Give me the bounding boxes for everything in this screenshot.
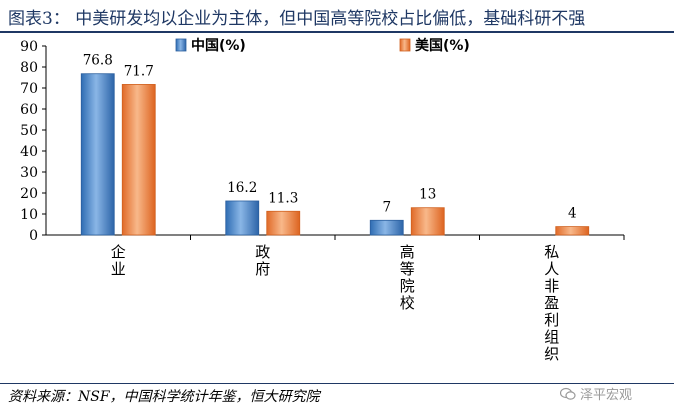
y-tick-label: 40 [20,144,38,160]
legend-swatch [399,38,411,52]
footer-divider [0,383,674,384]
title-divider [0,31,674,33]
data-label: 71.7 [124,63,154,79]
data-label: 16.2 [227,180,257,196]
y-tick-label: 30 [20,165,38,181]
y-tick-label: 60 [20,102,38,118]
x-tick-label: 高等院校 [400,243,415,312]
data-label: 11.3 [268,190,298,206]
watermark: 泽平宏观 [560,384,632,403]
source-note: 资料来源：NSF，中国科学统计年鉴，恒大研究院 [8,389,320,405]
y-tick-label: 90 [20,39,38,55]
chart-title: 图表3： 中美研发均以企业为主体，但中国高等院校占比偏低，基础科研不强 [8,9,586,29]
y-tick-label: 70 [20,81,38,97]
data-label: 7 [382,199,391,215]
x-tick-label: 企业 [111,243,126,278]
bar-china [225,200,260,236]
bar-usa [410,207,445,236]
bar-chart: 0 10 20 30 40 50 60 70 80 90 企业 政府 高等院校 私人非盈利组织 76.8 7… [20,37,625,363]
bar-usa [555,226,590,236]
watermark-text: 泽平宏观 [580,388,633,403]
bar-china [80,73,115,236]
y-tick-label: 50 [20,123,38,139]
bar-usa [266,210,301,236]
data-label: 4 [568,206,577,222]
y-tick-label: 80 [20,60,38,76]
legend-swatch [175,38,187,52]
x-tick-label: 政府 [255,243,270,278]
bar-china [369,219,404,236]
legend-item: 美国(%) [399,37,470,54]
y-tick-label: 0 [29,228,38,244]
legend-item: 中国(%) [175,37,246,54]
legend-label: 中国(%) [191,37,246,54]
data-label: 76.8 [83,53,113,69]
x-tick-label: 私人非盈利组织 [544,243,559,363]
data-label: 13 [419,187,436,203]
legend-label: 美国(%) [415,37,470,54]
bar-usa [121,84,156,236]
y-tick-label: 10 [20,207,38,223]
y-tick-label: 20 [20,186,38,202]
wechat-icon [560,387,576,400]
